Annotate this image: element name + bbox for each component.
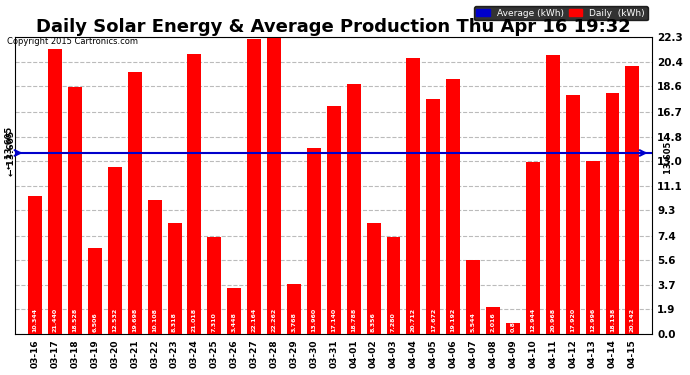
- Bar: [148, 200, 161, 334]
- Text: 8.356: 8.356: [371, 312, 376, 332]
- Text: 17.140: 17.140: [331, 308, 336, 332]
- Bar: [446, 78, 460, 334]
- Bar: [347, 84, 361, 334]
- Bar: [327, 106, 341, 334]
- Text: 5.544: 5.544: [471, 312, 475, 332]
- Bar: [625, 66, 640, 334]
- Bar: [426, 99, 440, 334]
- Text: 0.844: 0.844: [511, 313, 515, 332]
- Text: 12.532: 12.532: [112, 308, 117, 332]
- Bar: [566, 96, 580, 334]
- Text: 17.920: 17.920: [570, 308, 575, 332]
- Bar: [307, 148, 321, 334]
- Bar: [128, 72, 141, 334]
- Text: 12.996: 12.996: [590, 308, 595, 332]
- Text: 17.672: 17.672: [431, 308, 436, 332]
- Bar: [546, 55, 560, 334]
- Bar: [526, 162, 540, 334]
- Bar: [406, 58, 420, 334]
- Text: 20.968: 20.968: [551, 308, 555, 332]
- Legend: Average (kWh), Daily  (kWh): Average (kWh), Daily (kWh): [474, 6, 648, 20]
- Bar: [606, 93, 620, 334]
- Text: Copyright 2015 Cartronics.com: Copyright 2015 Cartronics.com: [7, 38, 138, 46]
- Bar: [247, 39, 261, 334]
- Text: 7.280: 7.280: [391, 313, 396, 332]
- Bar: [28, 196, 42, 334]
- Text: 18.138: 18.138: [610, 308, 615, 332]
- Text: 2.016: 2.016: [491, 313, 495, 332]
- Text: 18.528: 18.528: [72, 308, 77, 332]
- Bar: [68, 87, 82, 334]
- Text: 12.944: 12.944: [531, 308, 535, 332]
- Text: 22.164: 22.164: [252, 308, 257, 332]
- Text: 19.698: 19.698: [132, 308, 137, 332]
- Text: ← 13.605: ← 13.605: [6, 126, 14, 169]
- Bar: [466, 260, 480, 334]
- Text: 10.344: 10.344: [32, 308, 38, 332]
- Bar: [287, 284, 301, 334]
- Text: 20.712: 20.712: [411, 308, 416, 332]
- Text: 18.788: 18.788: [351, 308, 356, 332]
- Bar: [366, 223, 381, 334]
- Text: 20.142: 20.142: [630, 308, 635, 332]
- Bar: [506, 323, 520, 334]
- Text: 19.192: 19.192: [451, 308, 456, 332]
- Bar: [188, 54, 201, 334]
- Text: 7.310: 7.310: [212, 313, 217, 332]
- Bar: [88, 248, 102, 334]
- Text: 21.018: 21.018: [192, 308, 197, 332]
- Bar: [208, 237, 221, 334]
- Title: Daily Solar Energy & Average Production Thu Apr 16 19:32: Daily Solar Energy & Average Production …: [37, 18, 631, 36]
- Text: 13.605 →: 13.605 →: [664, 132, 673, 174]
- Text: ← 13.605: ← 13.605: [7, 130, 16, 176]
- Text: 3.768: 3.768: [291, 312, 297, 332]
- Bar: [108, 167, 122, 334]
- Text: 8.318: 8.318: [172, 312, 177, 332]
- Bar: [48, 48, 62, 334]
- Bar: [168, 224, 181, 334]
- Text: 21.440: 21.440: [52, 308, 57, 332]
- Bar: [267, 38, 281, 334]
- Bar: [486, 308, 500, 334]
- Text: 13.960: 13.960: [311, 308, 317, 332]
- Bar: [386, 237, 400, 334]
- Text: 22.262: 22.262: [272, 308, 277, 332]
- Bar: [227, 288, 242, 334]
- Text: 3.448: 3.448: [232, 312, 237, 332]
- Bar: [586, 161, 600, 334]
- Text: 6.506: 6.506: [92, 313, 97, 332]
- Text: 10.108: 10.108: [152, 308, 157, 332]
